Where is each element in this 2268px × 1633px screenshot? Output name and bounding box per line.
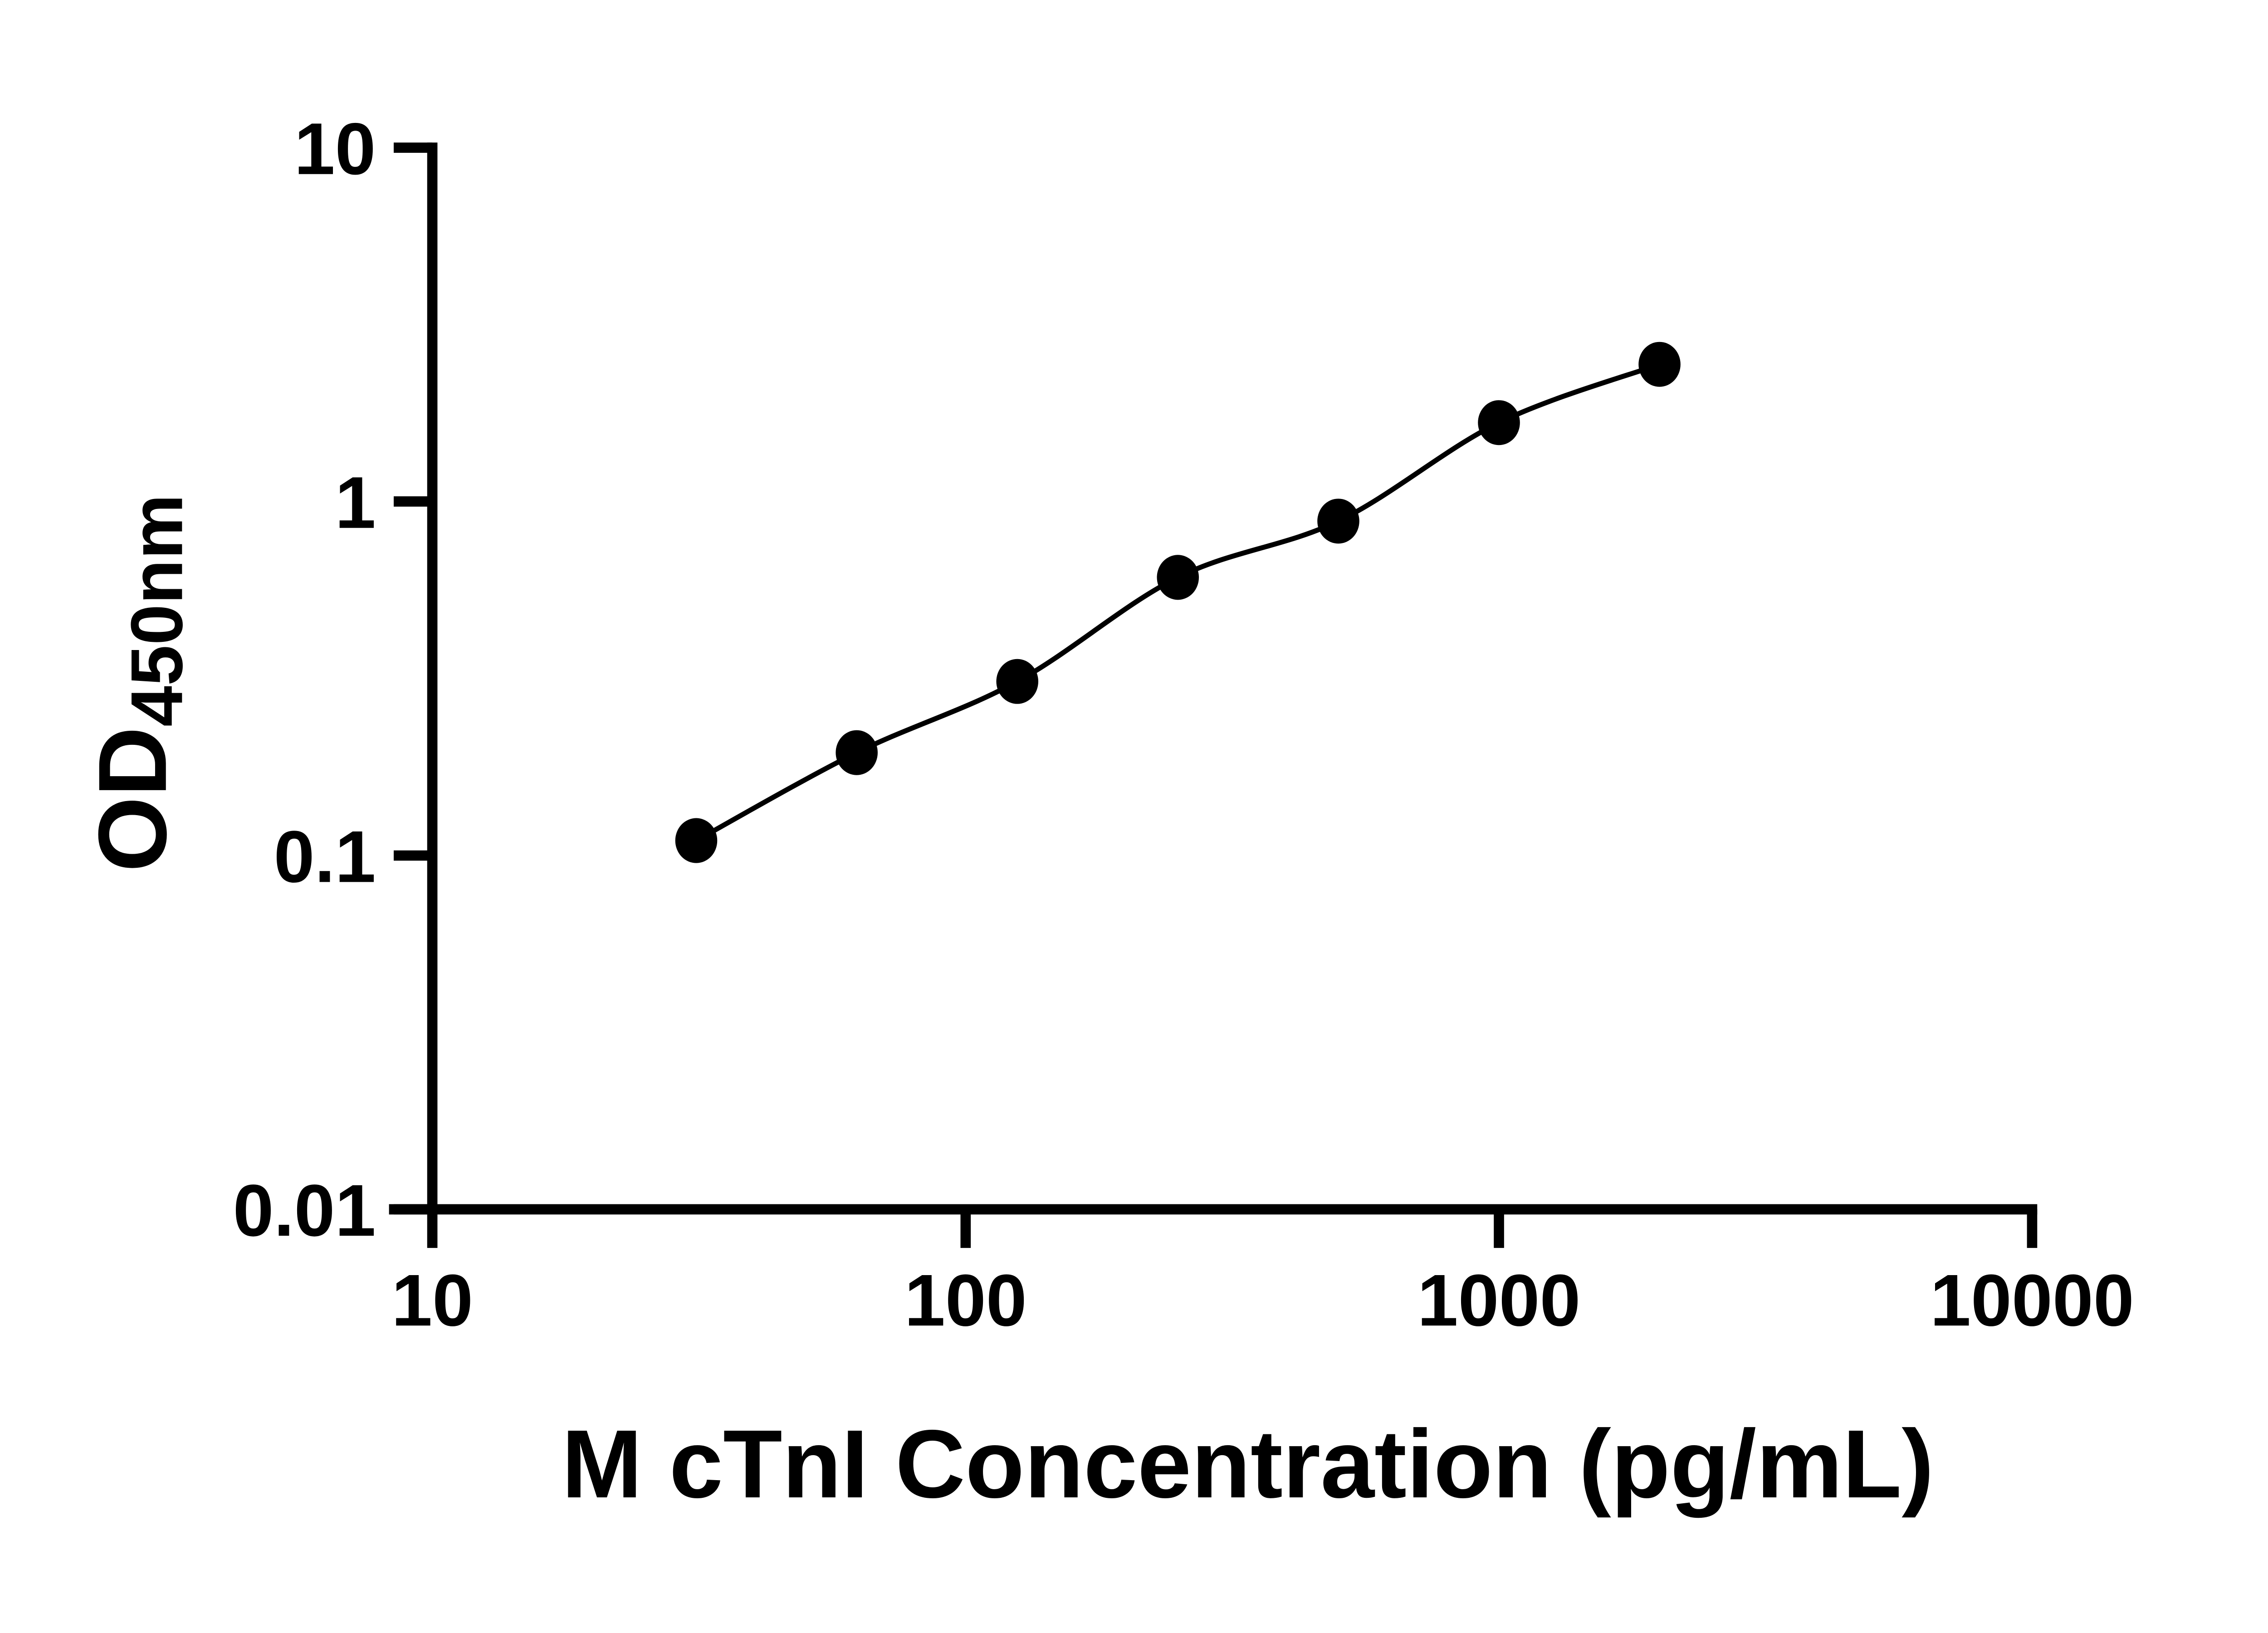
y-tick-label: 10 [294,108,376,190]
x-axis-ticks [427,1209,2038,1248]
x-tick-label: 10000 [1930,1260,2134,1341]
y-tick-label: 0.1 [274,816,376,898]
elisa-standard-curve-figure: 10 1 0.1 0.01 10 100 1000 10000 M cTnI C… [78,108,2134,1518]
data-point [996,659,1038,704]
data-series [675,342,1681,863]
data-point [1157,555,1199,600]
data-point [1478,400,1520,445]
x-axis-title: M cTnI Concentration (pg/mL) [562,1410,1934,1518]
y-tick-label: 0.01 [233,1170,376,1252]
data-point [1638,342,1681,387]
y-axis-title-subscript: 450nm [116,494,198,727]
chart-canvas: 10 1 0.1 0.01 10 100 1000 10000 M cTnI C… [78,108,2134,1518]
data-point [836,730,878,775]
x-tick-label: 10 [391,1260,473,1341]
y-axis-title: OD450nm [79,494,198,872]
axes [389,142,2038,1215]
y-axis-ticks [393,142,433,1215]
y-tick-label: 1 [335,462,376,544]
x-tick-labels: 10 100 1000 10000 [391,1260,2134,1341]
y-axis-title-main: OD [79,727,187,872]
data-point [1317,499,1359,544]
data-point [675,818,718,863]
y-tick-labels: 10 1 0.1 0.01 [233,108,376,1252]
x-tick-label: 100 [904,1260,1027,1341]
x-tick-label: 1000 [1418,1260,1581,1341]
